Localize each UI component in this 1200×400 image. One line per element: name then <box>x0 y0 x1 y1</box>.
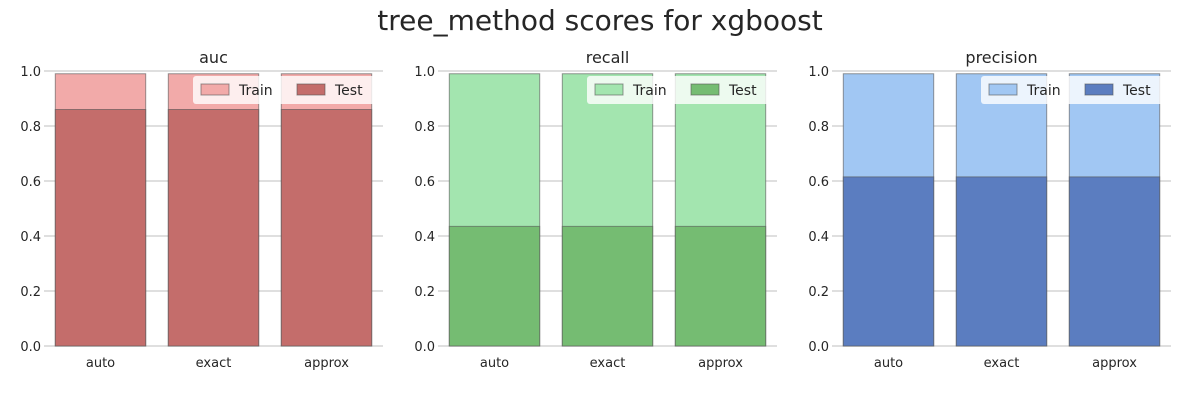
legend-swatch-test <box>690 83 720 96</box>
legend-swatch-test <box>1084 83 1114 96</box>
x-tick-label: auto <box>86 356 115 371</box>
bar-test-auto <box>842 176 935 347</box>
y-tick-label: 0.2 <box>20 285 41 300</box>
legend: Train Test <box>587 76 771 104</box>
y-tick-label: 1.0 <box>20 65 41 80</box>
bar-test-exact <box>167 109 260 347</box>
legend-label-test: Test <box>334 83 363 99</box>
bar-test-approx <box>674 225 767 347</box>
y-tick-label: 0.0 <box>414 340 435 355</box>
x-tick-label: approx <box>698 356 743 371</box>
y-tick-label: 0.6 <box>414 175 435 190</box>
panel-title: auc <box>199 48 228 67</box>
y-tick-label: 1.0 <box>414 65 435 80</box>
panel-title: precision <box>965 48 1037 67</box>
legend: Train Test <box>193 76 377 104</box>
legend-label-test: Test <box>1122 83 1151 99</box>
panels-group: 0.0 0.2 0.4 0.6 0.8 1.0 auc auto exact approx Trai… <box>20 48 1171 371</box>
x-tick-label: auto <box>480 356 509 371</box>
y-tick-label: 0.8 <box>808 120 829 135</box>
x-tick-label: exact <box>984 356 1020 371</box>
x-tick-label: exact <box>590 356 626 371</box>
bar-test-approx <box>1068 176 1161 347</box>
legend-label-train: Train <box>1026 83 1061 99</box>
y-tick-label: 0.0 <box>808 340 829 355</box>
y-tick-label: 0.6 <box>808 175 829 190</box>
x-tick-label: exact <box>196 356 232 371</box>
bar-test-auto <box>54 109 147 347</box>
x-tick-label: approx <box>1092 356 1137 371</box>
legend-swatch-test <box>296 83 326 96</box>
y-tick-label: 0.2 <box>808 285 829 300</box>
panel-auc: 0.0 0.2 0.4 0.6 0.8 1.0 auc auto exact approx Trai… <box>20 48 383 371</box>
bar-test-exact <box>561 225 654 347</box>
bar-test-auto <box>448 225 541 347</box>
legend-label-train: Train <box>238 83 273 99</box>
legend-swatch-train <box>200 83 230 96</box>
y-tick-label: 0.8 <box>414 120 435 135</box>
legend-swatch-train <box>988 83 1018 96</box>
bar-test-exact <box>955 176 1048 347</box>
panel-recall: 0.0 0.2 0.4 0.6 0.8 1.0 recall auto exact approx T… <box>414 48 777 371</box>
panel-precision: 0.0 0.2 0.4 0.6 0.8 1.0 precision auto exact appr… <box>808 48 1171 371</box>
legend-label-test: Test <box>728 83 757 99</box>
y-tick-label: 0.4 <box>20 230 41 245</box>
x-tick-label: approx <box>304 356 349 371</box>
y-tick-label: 0.6 <box>20 175 41 190</box>
y-tick-label: 0.4 <box>808 230 829 245</box>
y-tick-label: 0.0 <box>20 340 41 355</box>
panel-title: recall <box>586 48 630 67</box>
chart-title: tree_method scores for xgboost <box>377 4 822 37</box>
y-tick-label: 1.0 <box>808 65 829 80</box>
legend-box <box>587 76 771 104</box>
legend-label-train: Train <box>632 83 667 99</box>
legend: Train Test <box>981 76 1165 104</box>
legend-box <box>981 76 1165 104</box>
x-tick-label: auto <box>874 356 903 371</box>
legend-box <box>193 76 377 104</box>
legend-swatch-train <box>594 83 624 96</box>
y-tick-label: 0.2 <box>414 285 435 300</box>
y-tick-label: 0.4 <box>414 230 435 245</box>
y-tick-label: 0.8 <box>20 120 41 135</box>
bar-test-approx <box>280 109 373 347</box>
